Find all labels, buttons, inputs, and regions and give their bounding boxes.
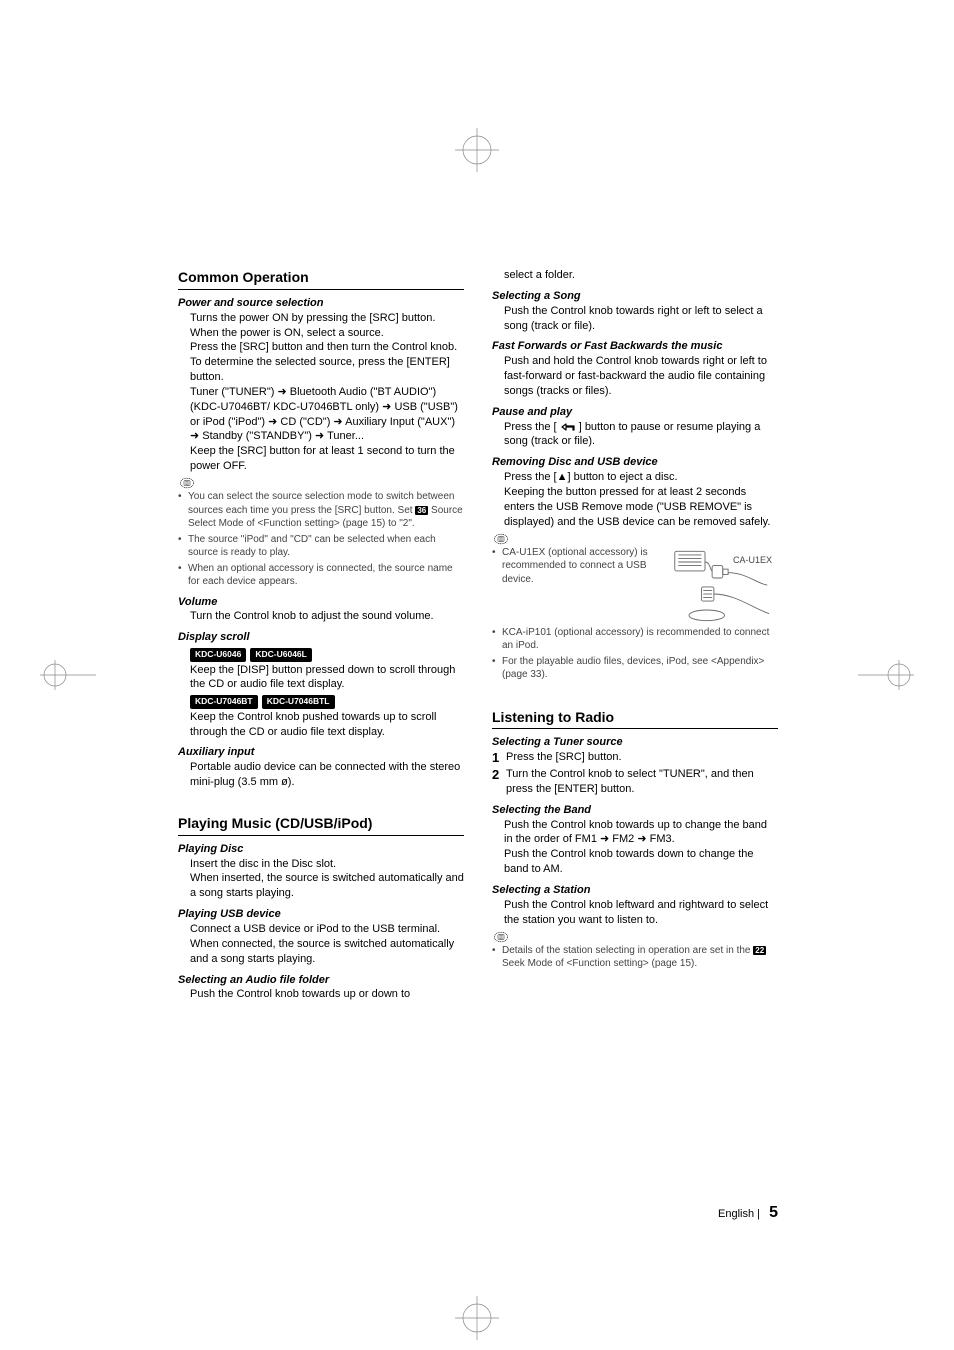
registration-mark-top-icon: [455, 128, 499, 172]
heading-aux: Auxiliary input: [178, 745, 464, 760]
back-return-icon: [560, 422, 576, 432]
note-item: Details of the station selecting in oper…: [492, 944, 778, 971]
text: Keep the Control knob pushed towards up …: [190, 710, 464, 740]
text: Push the Control knob towards down to ch…: [504, 847, 778, 877]
text: select a folder.: [504, 268, 778, 283]
heading-remove: Removing Disc and USB device: [492, 455, 778, 470]
model-tag: KDC-U7046BTL: [262, 695, 335, 708]
heading-song: Selecting a Song: [492, 289, 778, 304]
section-title-playing-music: Playing Music (CD/USB/iPod): [178, 814, 464, 836]
left-column: Common Operation Power and source select…: [178, 268, 464, 1002]
note-icon: [492, 532, 510, 546]
text: Push the Control knob leftward and right…: [504, 898, 778, 928]
page-content: Common Operation Power and source select…: [178, 268, 778, 1002]
heading-playing-disc: Playing Disc: [178, 842, 464, 857]
step-item: Press the [SRC] button.: [492, 750, 778, 765]
body-station: Push the Control knob leftward and right…: [504, 898, 778, 928]
body-aux: Portable audio device can be connected w…: [190, 760, 464, 790]
note-item: You can select the source selection mode…: [178, 490, 464, 531]
note-icon: [492, 930, 510, 944]
ref-number-badge: 22: [753, 946, 766, 956]
heading-playing-usb: Playing USB device: [178, 907, 464, 922]
note-item: KCA-iP101 (optional accessory) is recomm…: [492, 626, 778, 653]
step-item: Turn the Control knob to select "TUNER",…: [492, 767, 778, 797]
ref-number-badge: 36: [415, 506, 428, 516]
heading-tuner: Selecting a Tuner source: [492, 735, 778, 750]
note-item: For the playable audio files, devices, i…: [492, 655, 778, 682]
section-title-common-operation: Common Operation: [178, 268, 464, 290]
note-item: The source "iPod" and "CD" can be select…: [178, 533, 464, 560]
body-display-1: Keep the [DISP] button pressed down to s…: [190, 663, 464, 693]
registration-mark-right-icon: [858, 660, 914, 690]
text: Portable audio device can be connected w…: [190, 760, 464, 790]
section-title-radio: Listening to Radio: [492, 708, 778, 730]
body-song: Push the Control knob towards right or l…: [504, 304, 778, 334]
heading-volume: Volume: [178, 595, 464, 610]
text: Tuner ("TUNER") ➜ Bluetooth Audio ("BT A…: [190, 385, 464, 444]
footer-language: English: [718, 1208, 754, 1220]
footer-sep: |: [757, 1208, 763, 1220]
page-footer: English | 5: [718, 1202, 778, 1224]
text: Press the [ ] button to pause or resume …: [504, 420, 778, 450]
text: Push the Control knob towards up to chan…: [504, 818, 778, 848]
note-icon: [178, 476, 196, 490]
body-ff: Push and hold the Control knob towards r…: [504, 354, 778, 399]
body-usb: Connect a USB device or iPod to the USB …: [190, 922, 464, 967]
text: When the power is ON, select a source.: [190, 326, 464, 341]
steps-tuner: Press the [SRC] button. Turn the Control…: [492, 750, 778, 797]
heading-power: Power and source selection: [178, 296, 464, 311]
text: Push the Control knob towards up or down…: [190, 987, 464, 1002]
text: Press the [▲] button to eject a disc.: [504, 470, 778, 485]
model-tags: KDC-U7046BT KDC-U7046BTL: [190, 694, 464, 709]
note-item: When an optional accessory is connected,…: [178, 562, 464, 589]
notes-station: Details of the station selecting in oper…: [492, 944, 778, 971]
heading-display: Display scroll: [178, 630, 464, 645]
body-remove: Press the [▲] button to eject a disc. Ke…: [504, 470, 778, 529]
notes-remove-2: KCA-iP101 (optional accessory) is recomm…: [492, 626, 778, 682]
model-tag: KDC-U7046BT: [190, 695, 258, 708]
page-number: 5: [769, 1204, 778, 1221]
body-band: Push the Control knob towards up to chan…: [504, 818, 778, 877]
registration-mark-left-icon: [40, 660, 96, 690]
text: Keeping the button pressed for at least …: [504, 485, 778, 530]
heading-ff: Fast Forwards or Fast Backwards the musi…: [492, 339, 778, 354]
text: Keep the [SRC] button for at least 1 sec…: [190, 444, 464, 474]
body-disc: Insert the disc in the Disc slot. When i…: [190, 857, 464, 902]
heading-pause: Pause and play: [492, 405, 778, 420]
right-column: select a folder. Selecting a Song Push t…: [492, 268, 778, 1002]
notes-remove: CA-U1EX (optional accessory) is recommen…: [492, 546, 652, 587]
model-tag: KDC-U6046: [190, 648, 246, 661]
text: Push the Control knob towards right or l…: [504, 304, 778, 334]
model-tags: KDC-U6046 KDC-U6046L: [190, 647, 464, 662]
registration-mark-bottom-icon: [455, 1296, 499, 1340]
usb-accessory-icon: [666, 546, 776, 626]
heading-folder: Selecting an Audio file folder: [178, 973, 464, 988]
heading-station: Selecting a Station: [492, 883, 778, 898]
text: Insert the disc in the Disc slot.: [190, 857, 464, 872]
accessory-block: CA-U1EX (optional accessory) is recommen…: [492, 546, 778, 626]
body-folder-cont: select a folder.: [504, 268, 778, 283]
body-display-2: Keep the Control knob pushed towards up …: [190, 710, 464, 740]
text: Connect a USB device or iPod to the USB …: [190, 922, 464, 937]
text: Push and hold the Control knob towards r…: [504, 354, 778, 399]
model-tag: KDC-U6046L: [250, 648, 312, 661]
text: Turn the Control knob to adjust the soun…: [190, 609, 464, 624]
body-folder: Push the Control knob towards up or down…: [190, 987, 464, 1002]
text: Press the [SRC] button and then turn the…: [190, 340, 464, 385]
body-volume: Turn the Control knob to adjust the soun…: [190, 609, 464, 624]
notes-power: You can select the source selection mode…: [178, 490, 464, 589]
body-power: Turns the power ON by pressing the [SRC]…: [190, 311, 464, 474]
heading-band: Selecting the Band: [492, 803, 778, 818]
body-pause: Press the [ ] button to pause or resume …: [504, 420, 778, 450]
text: When inserted, the source is switched au…: [190, 871, 464, 901]
text: Turns the power ON by pressing the [SRC]…: [190, 311, 464, 326]
text: When connected, the source is switched a…: [190, 937, 464, 967]
note-item: CA-U1EX (optional accessory) is recommen…: [492, 546, 652, 587]
text: Keep the [DISP] button pressed down to s…: [190, 663, 464, 693]
